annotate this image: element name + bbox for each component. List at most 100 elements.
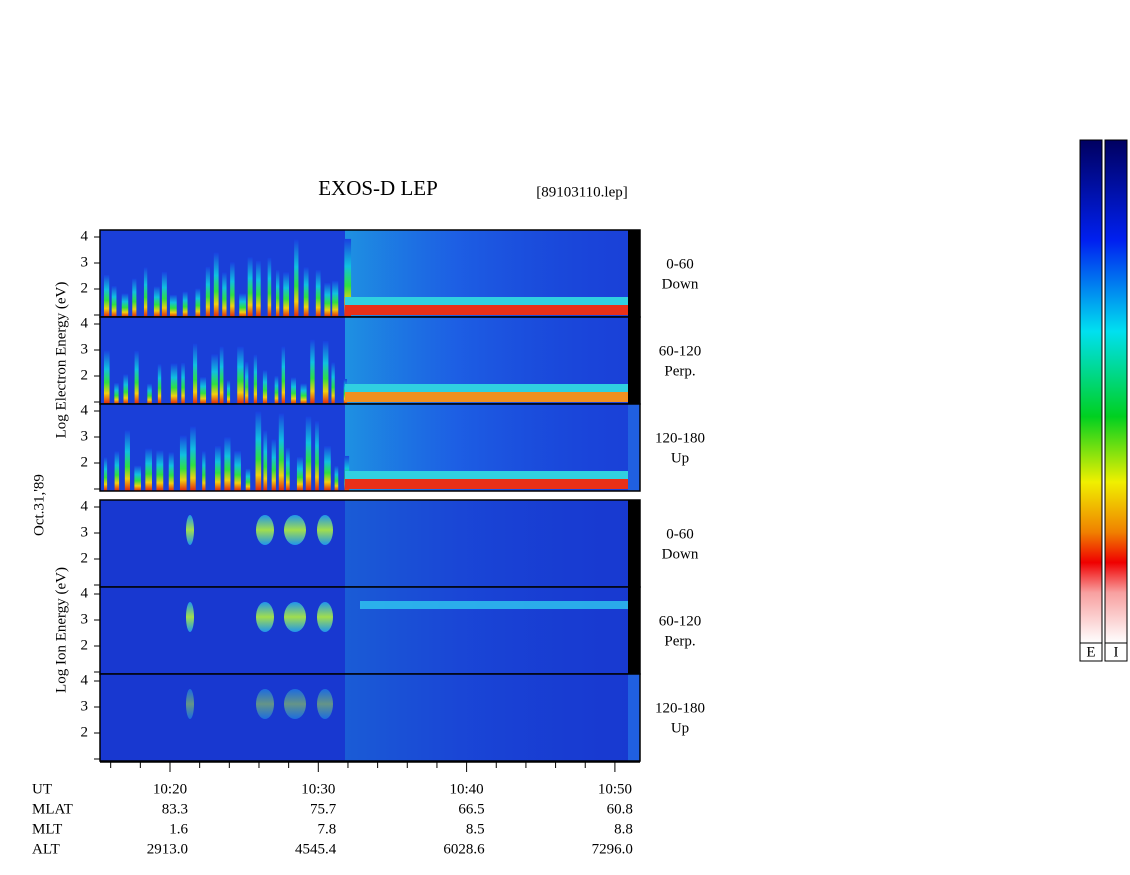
- spectrogram-fade: [345, 587, 628, 674]
- panel-range: 60-120: [659, 613, 702, 629]
- spectrogram-burst: [285, 447, 290, 491]
- y-tick-label: 4: [81, 315, 89, 331]
- spectrogram-band: [345, 297, 628, 307]
- panel-frame: [99, 403, 641, 492]
- spectrogram-burst: [247, 257, 253, 317]
- y-tick-label: 4: [81, 498, 89, 514]
- row-value: 1.6: [169, 821, 188, 837]
- spectrogram-band: [360, 601, 628, 609]
- spectrogram-burst: [334, 465, 339, 491]
- spectrogram-burst: [193, 343, 198, 404]
- spectrogram-burst: [114, 451, 120, 491]
- spectrogram-burst: [104, 457, 108, 491]
- spectrogram-burst: [222, 272, 227, 317]
- row-label: ALT: [32, 841, 60, 857]
- spectrogram-patch: [186, 602, 194, 632]
- y-tick-label: 4: [81, 672, 89, 688]
- y-tick-label: 4: [81, 228, 89, 244]
- colorbar-label-box: [1104, 642, 1128, 662]
- spectrogram-burst: [181, 362, 185, 404]
- row-value: 83.3: [162, 801, 188, 817]
- spectrogram-burst: [195, 288, 201, 317]
- spectrogram-burst: [296, 457, 303, 491]
- row-value: 2913.0: [147, 841, 188, 857]
- spectrogram-band: [345, 471, 628, 481]
- ion-axis-label: Log Ion Energy (eV): [53, 567, 69, 693]
- electron-axis-label: Log Electron Energy (eV): [53, 282, 69, 439]
- spectrogram-burst: [322, 340, 329, 404]
- spectrogram-burst: [234, 451, 241, 491]
- colorbar-label-box: [1079, 642, 1103, 662]
- spectrogram-burst: [124, 430, 130, 491]
- spectrogram-burst: [179, 435, 187, 491]
- spectrogram-fade: [345, 674, 628, 761]
- data-gap: [628, 230, 640, 317]
- spectrogram-burst: [291, 377, 296, 404]
- spectrogram-burst: [145, 448, 152, 491]
- spectrogram-burst: [134, 350, 139, 404]
- spectrogram-burst: [121, 293, 129, 317]
- spectrogram-burst: [215, 446, 221, 491]
- spectrogram-burst: [190, 426, 196, 491]
- spectrogram-burst: [114, 382, 119, 404]
- x-tick-label: 10:20: [153, 781, 187, 797]
- spectrogram-burst: [239, 293, 246, 317]
- spectrogram-patch: [256, 602, 274, 632]
- spectrogram-burst: [104, 274, 110, 317]
- row-value: 75.7: [310, 801, 337, 817]
- spectrogram-burst: [168, 452, 174, 491]
- spectrogram-burst: [271, 439, 276, 491]
- spectrogram-burst: [275, 269, 280, 317]
- spectrogram-burst: [267, 257, 272, 317]
- spectrogram-band: [345, 384, 628, 394]
- x-tick-label: 10:50: [598, 781, 632, 797]
- spectrogram-burst: [143, 267, 148, 317]
- data-gap: [628, 587, 640, 674]
- spectrogram-burst: [324, 445, 331, 491]
- spectrogram-burst: [256, 260, 261, 317]
- spectrogram-burst: [253, 354, 258, 404]
- spectrogram-burst: [310, 339, 315, 404]
- file-name: [89103110.lep]: [536, 184, 628, 200]
- spectrogram-burst: [123, 374, 129, 404]
- spectrogram-burst: [156, 450, 164, 491]
- spectrogram-burst: [245, 468, 251, 491]
- spectrogram-burst: [205, 266, 210, 317]
- row-value: 60.8: [607, 801, 633, 817]
- row-value: 8.5: [466, 821, 485, 837]
- data-gap: [628, 674, 640, 761]
- panel-direction: Up: [671, 450, 689, 466]
- spectrogram-burst: [315, 421, 319, 491]
- spectrogram-burst: [153, 286, 160, 317]
- data-gap: [628, 317, 640, 404]
- spectrogram-patch: [317, 515, 333, 545]
- spectrogram-burst: [294, 239, 299, 317]
- row-label: MLT: [32, 821, 62, 837]
- panel-direction: Perp.: [664, 363, 695, 379]
- panel-frame: [99, 673, 641, 762]
- spectrogram-burst: [237, 346, 244, 404]
- panel-direction: Down: [662, 546, 699, 562]
- data-gap: [628, 500, 640, 587]
- panel-direction: Down: [662, 276, 699, 292]
- colorbar-label: I: [1114, 644, 1119, 660]
- spectrogram-burst: [111, 286, 117, 317]
- y-tick-label: 4: [81, 585, 89, 601]
- spectrogram-burst: [211, 354, 218, 404]
- spectrogram-burst: [255, 411, 262, 491]
- spectrogram-burst: [305, 416, 312, 491]
- panel-range: 120-180: [655, 700, 705, 716]
- spectrogram-burst: [262, 370, 268, 404]
- spectrogram-burst: [157, 364, 162, 404]
- panel-range: 60-120: [659, 343, 702, 359]
- spectrogram-burst: [324, 282, 331, 317]
- row-value: 7.8: [318, 821, 337, 837]
- row-label: MLAT: [32, 801, 73, 817]
- panel-range: 0-60: [666, 256, 694, 272]
- row-value: 7296.0: [592, 841, 633, 857]
- panel-direction: Up: [671, 720, 689, 736]
- spectrogram-burst: [230, 262, 235, 317]
- y-tick-label: 2: [81, 454, 89, 470]
- spectrogram-band: [345, 305, 628, 315]
- spectrogram-burst: [344, 238, 352, 317]
